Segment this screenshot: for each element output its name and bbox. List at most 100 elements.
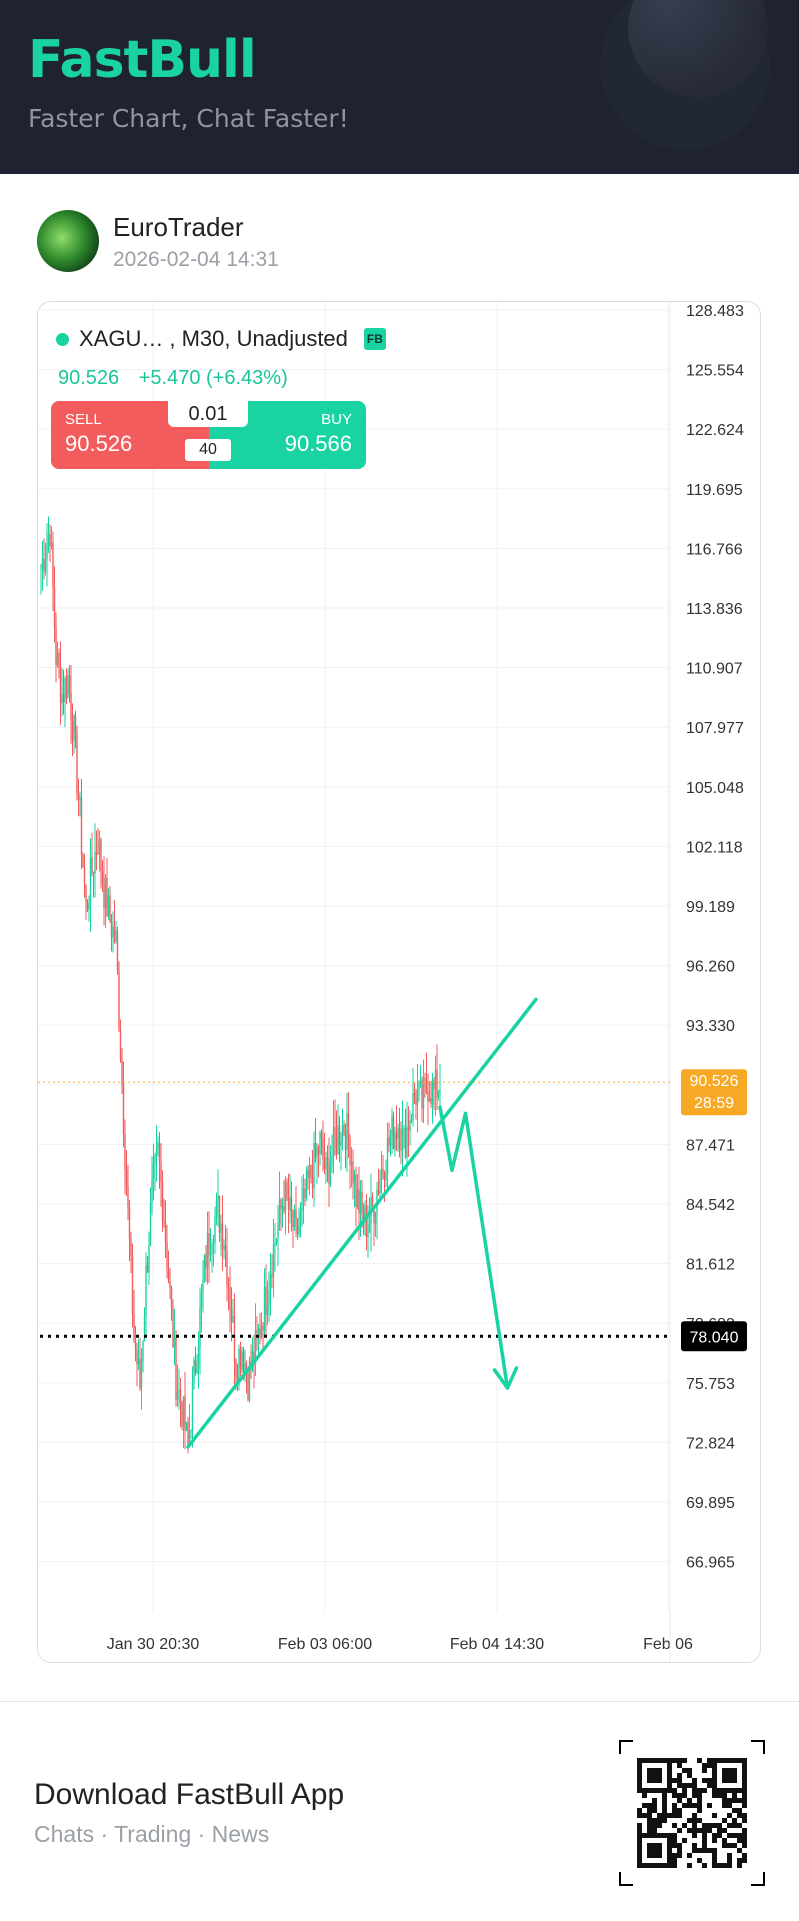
candle-body xyxy=(268,1290,270,1306)
candle-body xyxy=(343,1124,345,1132)
candle-body xyxy=(182,1396,185,1427)
candle-body xyxy=(380,1168,383,1179)
candle-body xyxy=(172,1306,174,1348)
candle-body xyxy=(341,1124,344,1142)
candle-body xyxy=(215,1199,218,1217)
candle-body xyxy=(313,1142,315,1189)
candle-body xyxy=(58,652,60,668)
candle-body xyxy=(149,1203,152,1246)
candle-body xyxy=(365,1205,368,1238)
candle-body xyxy=(83,867,86,885)
qr-code-icon[interactable] xyxy=(619,1740,765,1886)
candle-body xyxy=(386,1138,389,1174)
candle-body xyxy=(403,1128,405,1130)
fastbull-logo: FastBull xyxy=(28,30,257,90)
candle-body xyxy=(139,1358,141,1389)
download-title[interactable]: Download FastBull App xyxy=(34,1778,345,1811)
candle-body xyxy=(323,1158,326,1170)
candle-body xyxy=(319,1132,321,1154)
candle-body xyxy=(337,1125,339,1155)
x-tick-label: Feb 03 06:00 xyxy=(278,1636,372,1653)
lot-size-input[interactable]: 0.01 xyxy=(168,401,248,427)
candle-body xyxy=(256,1330,258,1333)
candle-body xyxy=(278,1199,281,1224)
candle-body xyxy=(88,904,90,910)
candle-body xyxy=(248,1361,251,1400)
candle-body xyxy=(170,1288,173,1307)
candle-body xyxy=(70,692,72,721)
candle-body xyxy=(62,694,65,702)
candle-body xyxy=(272,1243,275,1277)
candle-body xyxy=(308,1164,311,1179)
candle-body xyxy=(379,1178,381,1194)
x-tick-label: Jan 30 20:30 xyxy=(107,1636,200,1653)
candle-body xyxy=(76,734,78,794)
candle-body xyxy=(49,533,51,547)
candle-body xyxy=(59,667,62,704)
candle-body xyxy=(410,1120,413,1122)
y-tick-label: 125.554 xyxy=(686,363,744,380)
candle-body xyxy=(427,1091,429,1102)
price-chart[interactable]: 128.483 125.554 122.624 119.695 116.766 113.8… xyxy=(38,302,761,1663)
price-row: 90.526 +5.470 (+6.43%) xyxy=(58,367,302,390)
chart-card[interactable]: 128.483 125.554 122.624 119.695 116.766 113.8… xyxy=(37,301,761,1663)
instrument-symbol[interactable]: XAGU… xyxy=(79,326,164,351)
candle-body xyxy=(280,1199,282,1209)
candle-body xyxy=(43,558,45,572)
trend-line xyxy=(186,997,538,1449)
y-tick-label: 99.189 xyxy=(686,899,735,916)
candle-body xyxy=(269,1274,272,1291)
candle-body xyxy=(140,1361,143,1389)
candle-body xyxy=(94,851,96,874)
candle-body xyxy=(352,1161,354,1184)
candle-body xyxy=(79,797,81,800)
candle-body xyxy=(211,1243,213,1254)
candle-body xyxy=(188,1432,191,1446)
candle-body xyxy=(224,1245,227,1252)
candle-body xyxy=(353,1174,356,1184)
candle-body xyxy=(394,1132,396,1149)
candle-body xyxy=(53,587,56,628)
y-tick-label: 66.965 xyxy=(686,1555,735,1572)
candle-body xyxy=(85,884,87,903)
candle-body xyxy=(314,1142,317,1157)
y-tick-label: 72.824 xyxy=(686,1435,735,1452)
candle-body xyxy=(203,1254,206,1280)
buy-button[interactable]: BUY 90.566 xyxy=(209,401,366,469)
candle-body xyxy=(185,1422,188,1431)
username[interactable]: EuroTrader xyxy=(113,212,244,242)
candle-body xyxy=(428,1098,431,1102)
candle-body xyxy=(400,1149,402,1151)
candle-body xyxy=(418,1080,420,1090)
candle-body xyxy=(181,1403,183,1427)
candle-body xyxy=(131,1255,134,1315)
user-avatar[interactable] xyxy=(37,210,99,272)
candle-countdown: 28:59 xyxy=(694,1095,734,1112)
candle-body xyxy=(190,1430,192,1433)
candle-body xyxy=(40,568,42,570)
y-tick-label: 107.977 xyxy=(686,720,744,737)
candle-body xyxy=(299,1211,302,1226)
candle-body xyxy=(92,871,95,874)
buy-label: BUY xyxy=(321,411,352,428)
candle-body xyxy=(55,627,57,666)
candle-body xyxy=(103,883,105,909)
candle-body xyxy=(64,678,66,702)
candle-body xyxy=(235,1361,237,1377)
candle-body xyxy=(304,1188,306,1198)
candle-body xyxy=(134,1339,137,1350)
candle-body xyxy=(148,1245,150,1273)
spread-badge: 40 xyxy=(185,439,231,461)
candle-body xyxy=(437,1091,440,1098)
candle-body xyxy=(332,1126,335,1156)
candle-body xyxy=(175,1336,177,1400)
candle-body xyxy=(388,1138,390,1146)
candle-body xyxy=(356,1188,359,1207)
candle-body xyxy=(226,1251,228,1286)
candle-body xyxy=(169,1280,171,1289)
candle-body xyxy=(281,1205,284,1209)
candle-body xyxy=(194,1360,197,1374)
y-tick-label: 113.836 xyxy=(686,601,743,618)
y-tick-label: 105.048 xyxy=(686,780,744,797)
candle-body xyxy=(146,1265,149,1273)
